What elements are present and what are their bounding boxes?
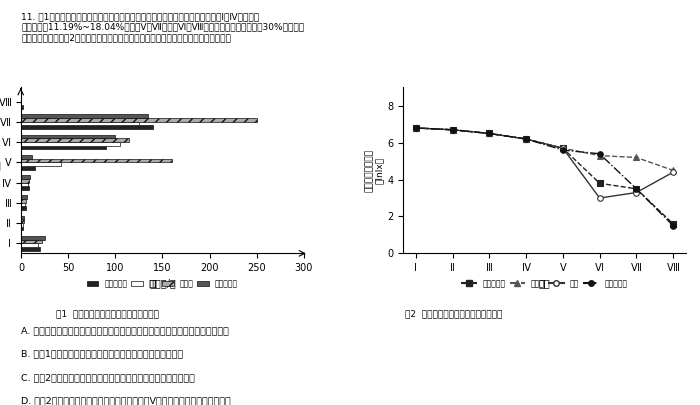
Legend: 东焦德布山, 小孤山, 尾山, 南格拉球山: 东焦德布山, 小孤山, 尾山, 南格拉球山 <box>461 279 628 288</box>
Bar <box>21 126 153 129</box>
Bar <box>21 146 106 149</box>
Bar <box>21 247 40 251</box>
Bar <box>21 122 139 126</box>
Text: 11. 图1表示研究人员调查得到的五大连池四座火山的蒙古栎种群年龄结构，龄级Ⅰ～Ⅳ（幼龄）
的个体数占11.19%~18.04%；龄级Ⅴ～Ⅶ或龄级Ⅵ～Ⅷ（成龄）: 11. 图1表示研究人员调查得到的五大连池四座火山的蒙古栎种群年龄结构，龄级Ⅰ～… <box>21 12 304 42</box>
Bar <box>21 142 120 146</box>
Bar <box>21 175 30 179</box>
Bar <box>21 139 130 142</box>
Bar <box>21 186 29 190</box>
Bar <box>21 183 27 186</box>
Bar <box>21 118 257 122</box>
Bar <box>21 223 23 227</box>
Y-axis label: 龄级: 龄级 <box>0 160 1 171</box>
Bar <box>21 227 23 230</box>
Bar <box>21 179 29 183</box>
X-axis label: 龄级: 龄级 <box>538 279 550 289</box>
Legend: 南格拉球山, 尾山, 小孤山, 东焦德布山: 南格拉球山, 尾山, 小孤山, 东焦德布山 <box>87 279 238 288</box>
Bar <box>21 166 35 170</box>
Text: 图1  五大连池火山蒙古栎种群的年龄结构: 图1 五大连池火山蒙古栎种群的年龄结构 <box>56 310 159 319</box>
Text: B. 由图1可知，四座火山的蒙古栎种群的年龄结构均为稳定型: B. 由图1可知，四座火山的蒙古栎种群的年龄结构均为稳定型 <box>21 350 183 358</box>
Bar <box>21 243 38 247</box>
Bar <box>21 220 24 223</box>
Y-axis label: 标准化存活数对数
（lnlx）: 标准化存活数对数 （lnlx） <box>365 149 384 192</box>
Bar <box>21 115 148 118</box>
Bar <box>21 162 61 166</box>
Bar <box>21 199 26 203</box>
Text: 图2  五大连池火山蒙古栎种群存活曲线: 图2 五大连池火山蒙古栎种群存活曲线 <box>405 310 502 319</box>
Bar <box>21 207 26 210</box>
Text: A. 种群的年龄结构和性别比例可以通过影响种群的出生率和死亡率影响种群密度: A. 种群的年龄结构和性别比例可以通过影响种群的出生率和死亡率影响种群密度 <box>21 326 229 335</box>
Text: D. 由图2可知，南格拉球山的蒙古栎种群从龄级Ⅴ起个体生存能力下降速度最快: D. 由图2可知，南格拉球山的蒙古栎种群从龄级Ⅴ起个体生存能力下降速度最快 <box>21 396 231 405</box>
Bar <box>21 159 172 162</box>
Bar <box>21 155 32 159</box>
Bar <box>21 135 116 139</box>
Bar <box>21 105 23 109</box>
Text: C. 由图2可知，蒙古栎种群随着龄级的增长，存活个体数逐渐减少: C. 由图2可知，蒙古栎种群随着龄级的增长，存活个体数逐渐减少 <box>21 373 195 382</box>
Bar <box>21 203 25 207</box>
Bar <box>21 240 42 243</box>
X-axis label: 个体数/株: 个体数/株 <box>149 279 176 289</box>
Bar <box>21 236 45 240</box>
Bar <box>21 216 24 220</box>
Bar <box>21 196 27 199</box>
